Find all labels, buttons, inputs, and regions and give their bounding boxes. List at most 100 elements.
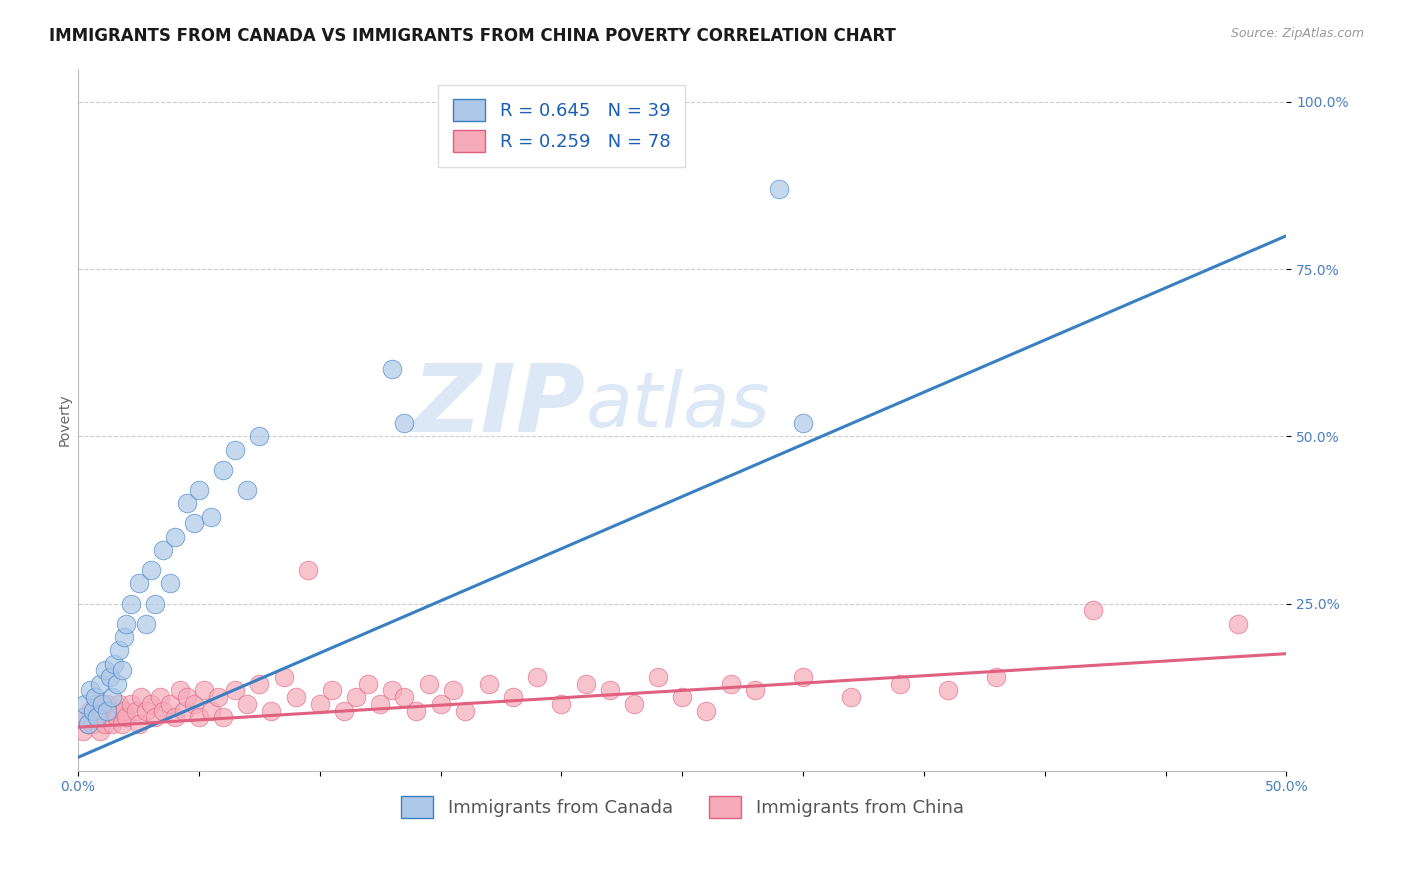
Point bbox=[247, 677, 270, 691]
Point bbox=[145, 710, 167, 724]
Point bbox=[321, 683, 343, 698]
Point bbox=[623, 697, 645, 711]
Point bbox=[152, 543, 174, 558]
Point bbox=[93, 717, 115, 731]
Point bbox=[381, 683, 404, 698]
Point bbox=[478, 677, 501, 691]
Point bbox=[96, 697, 118, 711]
Point bbox=[96, 704, 118, 718]
Point bbox=[152, 704, 174, 718]
Point bbox=[173, 704, 195, 718]
Point bbox=[1227, 616, 1250, 631]
Point bbox=[193, 683, 215, 698]
Text: ZIP: ZIP bbox=[413, 359, 586, 451]
Point bbox=[297, 563, 319, 577]
Point bbox=[224, 683, 246, 698]
Point bbox=[224, 442, 246, 457]
Point bbox=[103, 657, 125, 671]
Point bbox=[115, 616, 138, 631]
Point bbox=[200, 509, 222, 524]
Point bbox=[108, 697, 131, 711]
Point bbox=[200, 704, 222, 718]
Point bbox=[103, 704, 125, 718]
Point bbox=[429, 697, 451, 711]
Point bbox=[128, 717, 150, 731]
Point bbox=[792, 416, 814, 430]
Point bbox=[72, 710, 94, 724]
Point bbox=[91, 697, 114, 711]
Point bbox=[135, 616, 157, 631]
Point bbox=[418, 677, 440, 691]
Point bbox=[75, 697, 97, 711]
Point bbox=[183, 516, 205, 531]
Text: Source: ZipAtlas.com: Source: ZipAtlas.com bbox=[1230, 27, 1364, 40]
Point bbox=[93, 664, 115, 678]
Point bbox=[841, 690, 863, 705]
Point bbox=[236, 697, 259, 711]
Point bbox=[84, 690, 107, 705]
Point bbox=[149, 690, 172, 705]
Point bbox=[575, 677, 598, 691]
Point bbox=[394, 690, 416, 705]
Point bbox=[308, 697, 330, 711]
Point bbox=[115, 710, 138, 724]
Point bbox=[647, 670, 669, 684]
Point bbox=[176, 496, 198, 510]
Point bbox=[125, 704, 148, 718]
Point bbox=[284, 690, 307, 705]
Point bbox=[188, 483, 211, 497]
Point bbox=[75, 710, 97, 724]
Point bbox=[112, 704, 135, 718]
Point bbox=[357, 677, 380, 691]
Point bbox=[599, 683, 621, 698]
Text: IMMIGRANTS FROM CANADA VS IMMIGRANTS FROM CHINA POVERTY CORRELATION CHART: IMMIGRANTS FROM CANADA VS IMMIGRANTS FRO… bbox=[49, 27, 896, 45]
Point bbox=[139, 697, 162, 711]
Point bbox=[159, 697, 181, 711]
Point bbox=[792, 670, 814, 684]
Point bbox=[82, 704, 104, 718]
Point bbox=[159, 576, 181, 591]
Point bbox=[98, 710, 121, 724]
Point bbox=[79, 683, 101, 698]
Point bbox=[526, 670, 548, 684]
Point bbox=[163, 710, 186, 724]
Y-axis label: Poverty: Poverty bbox=[58, 393, 72, 446]
Point bbox=[101, 717, 124, 731]
Point bbox=[720, 677, 742, 691]
Point bbox=[120, 597, 142, 611]
Point bbox=[86, 710, 108, 724]
Point bbox=[212, 710, 235, 724]
Point bbox=[135, 704, 157, 718]
Point bbox=[86, 710, 108, 724]
Point bbox=[247, 429, 270, 443]
Point bbox=[333, 704, 356, 718]
Point bbox=[76, 717, 98, 731]
Point bbox=[986, 670, 1008, 684]
Point bbox=[671, 690, 693, 705]
Point bbox=[72, 723, 94, 738]
Point bbox=[105, 710, 128, 724]
Point bbox=[454, 704, 477, 718]
Point bbox=[176, 690, 198, 705]
Point bbox=[441, 683, 464, 698]
Point bbox=[188, 710, 211, 724]
Point bbox=[183, 697, 205, 711]
Point bbox=[273, 670, 295, 684]
Point bbox=[344, 690, 367, 705]
Point bbox=[105, 677, 128, 691]
Point bbox=[936, 683, 959, 698]
Point bbox=[169, 683, 191, 698]
Point bbox=[91, 704, 114, 718]
Point bbox=[139, 563, 162, 577]
Legend: Immigrants from Canada, Immigrants from China: Immigrants from Canada, Immigrants from … bbox=[394, 789, 972, 825]
Point bbox=[129, 690, 152, 705]
Point bbox=[405, 704, 427, 718]
Point bbox=[112, 630, 135, 644]
Point bbox=[82, 717, 104, 731]
Point bbox=[550, 697, 572, 711]
Point bbox=[89, 723, 111, 738]
Point bbox=[89, 677, 111, 691]
Point bbox=[236, 483, 259, 497]
Point bbox=[744, 683, 766, 698]
Point bbox=[79, 704, 101, 718]
